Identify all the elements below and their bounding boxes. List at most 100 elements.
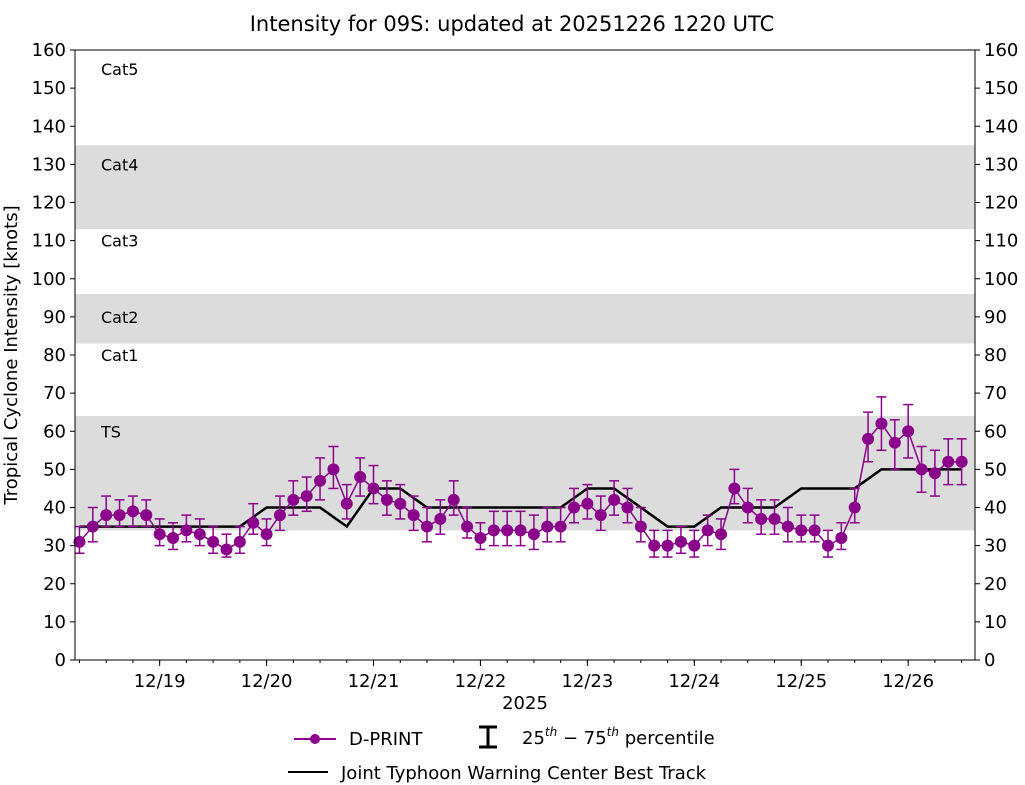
y-axis-label: Tropical Cyclone Intensity [knots] bbox=[1, 205, 22, 505]
chart-title: Intensity for 09S: updated at 20251226 1… bbox=[250, 12, 775, 36]
y-tick-label: 30 bbox=[43, 536, 66, 557]
y-tick-label-right: 90 bbox=[984, 307, 1007, 328]
dprint-point bbox=[728, 482, 741, 495]
dprint-point bbox=[233, 535, 246, 548]
band-label-ts: TS bbox=[100, 422, 121, 441]
dprint-point bbox=[300, 490, 313, 503]
dprint-point bbox=[354, 471, 367, 483]
y-tick-label: 160 bbox=[32, 40, 66, 61]
band-cat4 bbox=[75, 145, 975, 230]
x-tick-label: 12/24 bbox=[668, 671, 720, 692]
dprint-point bbox=[447, 493, 460, 506]
x-tick-label: 12/19 bbox=[134, 671, 186, 692]
dprint-point bbox=[153, 528, 166, 541]
dprint-point bbox=[100, 509, 113, 522]
legend-dprint-marker bbox=[310, 734, 320, 744]
dprint-point bbox=[420, 520, 433, 533]
y-tick-label: 50 bbox=[43, 459, 66, 480]
dprint-series bbox=[73, 396, 968, 558]
dprint-point bbox=[648, 539, 661, 552]
y-tick-label-right: 20 bbox=[984, 574, 1007, 595]
dprint-point bbox=[661, 539, 674, 552]
y-tick-label-right: 0 bbox=[984, 650, 995, 671]
band-label-cat4: Cat4 bbox=[101, 155, 138, 174]
dprint-point bbox=[407, 509, 420, 522]
legend: D-PRINT 25th − 75th percentile Joint Typ… bbox=[288, 725, 715, 784]
plot-frame bbox=[74, 49, 976, 661]
dprint-point bbox=[380, 493, 393, 506]
x-tick-label: 12/20 bbox=[241, 671, 293, 692]
x-tick-label: 12/23 bbox=[561, 671, 613, 692]
dprint-point bbox=[113, 509, 126, 522]
y-tick-label-right: 120 bbox=[984, 193, 1018, 214]
dprint-point bbox=[621, 501, 634, 514]
dprint-point bbox=[140, 509, 153, 522]
dprint-point bbox=[474, 532, 487, 544]
dprint-point bbox=[862, 432, 875, 445]
y-tick-label: 90 bbox=[43, 307, 66, 328]
y-tick-label: 40 bbox=[43, 498, 66, 519]
dprint-point bbox=[795, 524, 808, 537]
legend-best-track-label: Joint Typhoon Warning Center Best Track bbox=[340, 763, 707, 784]
category-labels: TS Cat1 Cat2 Cat3 Cat4 Cat5 bbox=[100, 60, 138, 441]
dprint-point bbox=[581, 497, 594, 510]
dprint-point bbox=[768, 512, 781, 525]
category-bands bbox=[75, 145, 975, 531]
dprint-point bbox=[674, 535, 687, 548]
dprint-point bbox=[554, 520, 567, 533]
band-label-cat5: Cat5 bbox=[101, 60, 138, 79]
y-tick-label-right: 50 bbox=[984, 459, 1007, 480]
y-tick-label: 120 bbox=[32, 193, 66, 214]
dprint-point bbox=[915, 463, 928, 476]
dprint-point bbox=[715, 528, 728, 541]
band-label-cat2: Cat2 bbox=[101, 308, 138, 327]
y-tick-label-right: 40 bbox=[984, 498, 1007, 519]
dprint-point bbox=[955, 455, 968, 468]
dprint-point bbox=[781, 520, 794, 533]
dprint-point bbox=[888, 436, 901, 449]
y-tick-label-right: 100 bbox=[984, 269, 1018, 290]
band-label-cat3: Cat3 bbox=[101, 232, 138, 251]
y-tick-label: 70 bbox=[43, 383, 66, 404]
dprint-point bbox=[73, 535, 86, 548]
dprint-point bbox=[487, 524, 500, 537]
dprint-point bbox=[394, 497, 407, 510]
y-tick-label-right: 80 bbox=[984, 345, 1007, 366]
dprint-point bbox=[835, 532, 848, 544]
dprint-point bbox=[207, 535, 220, 548]
dprint-point bbox=[260, 528, 273, 541]
x-tick-label: 12/22 bbox=[455, 671, 507, 692]
legend-percentile-label: 25th − 75th percentile bbox=[522, 725, 715, 749]
y-tick-label-right: 110 bbox=[984, 231, 1018, 252]
dprint-point bbox=[541, 520, 554, 533]
dprint-point bbox=[247, 516, 260, 529]
dprint-point bbox=[594, 509, 607, 522]
dprint-point bbox=[180, 524, 193, 537]
y-tick-label-right: 60 bbox=[984, 421, 1007, 442]
dprint-point bbox=[688, 539, 701, 552]
y-tick-label-right: 150 bbox=[984, 78, 1018, 99]
dprint-point bbox=[755, 512, 768, 525]
y-axis: 0 0 10 10 20 20 30 30 40 40 50 50 60 60 70 70 80 80 90 90 10… bbox=[32, 40, 1019, 671]
y-tick-label: 130 bbox=[32, 154, 66, 175]
dprint-point bbox=[340, 497, 353, 510]
dprint-point bbox=[461, 520, 474, 533]
dprint-point bbox=[273, 509, 286, 522]
dprint-point bbox=[501, 524, 514, 537]
dprint-point bbox=[848, 501, 861, 514]
dprint-point bbox=[875, 417, 888, 430]
dprint-point bbox=[193, 528, 206, 541]
band-ts bbox=[75, 416, 975, 531]
y-tick-label-right: 70 bbox=[984, 383, 1007, 404]
x-tick-label: 12/25 bbox=[775, 671, 827, 692]
y-tick-label: 80 bbox=[43, 345, 66, 366]
dprint-point bbox=[314, 474, 327, 487]
y-tick-label-right: 30 bbox=[984, 536, 1007, 557]
y-tick-label-right: 10 bbox=[984, 612, 1007, 633]
dprint-point bbox=[527, 528, 540, 541]
dprint-point bbox=[167, 532, 180, 544]
dprint-point bbox=[126, 505, 139, 518]
dprint-point bbox=[434, 512, 447, 525]
x-axis: 12/19 12/20 12/21 12/22 12/23 12/24 12/25 12/26 bbox=[78, 660, 963, 692]
y-tick-label: 100 bbox=[32, 269, 66, 290]
